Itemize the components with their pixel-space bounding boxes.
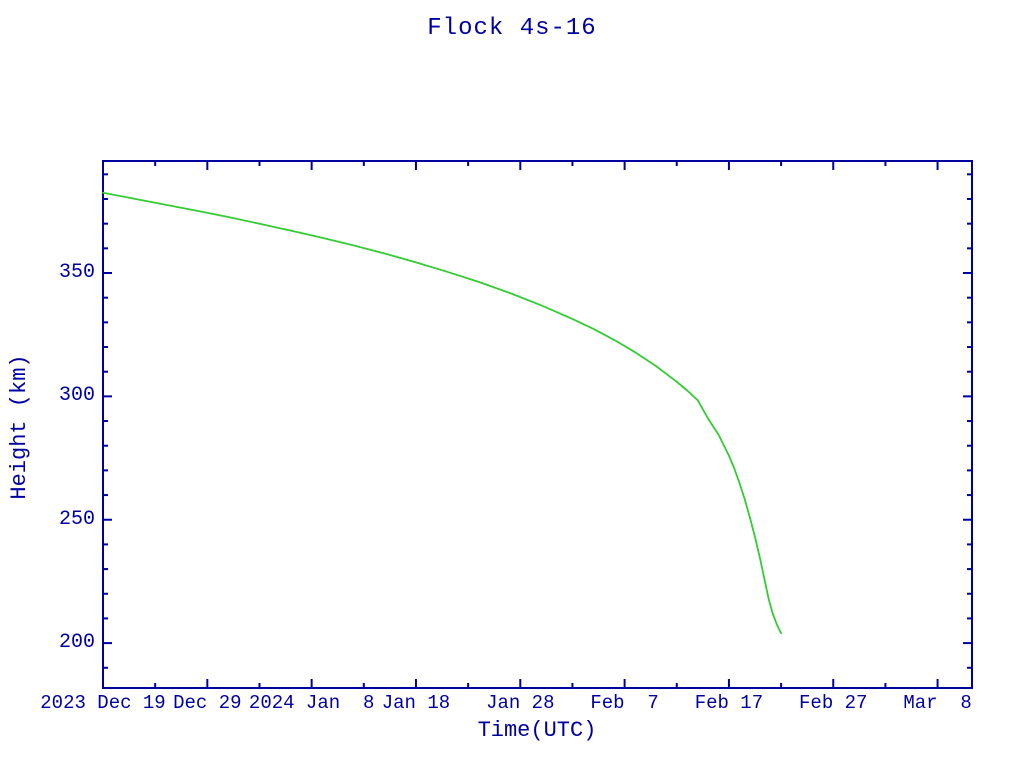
- x-tick-label: 2023 Dec 19: [40, 692, 166, 714]
- x-tick-label: Jan 28: [486, 692, 555, 714]
- x-tick-label: Jan 18: [381, 692, 451, 714]
- x-tick-label: Mar 8: [903, 692, 972, 714]
- y-tick-label: 350: [58, 261, 95, 284]
- x-tick-label: Feb 7: [590, 692, 659, 714]
- x-tick-label: Feb 27: [799, 692, 868, 714]
- chart-title: Flock 4s-16: [427, 15, 597, 42]
- y-tick-label: 300: [58, 384, 95, 408]
- height-curve: [102, 191, 782, 635]
- x-tick-label: 2024 Jan 8: [248, 692, 375, 714]
- y-tick-label: 250: [58, 507, 95, 531]
- x-axis-title: Time(UTC): [477, 718, 597, 743]
- plot-frame: [102, 160, 973, 689]
- y-tick-label: 200: [58, 631, 95, 655]
- x-tick-label: Dec 29: [173, 692, 242, 714]
- x-tick-label: Feb 17: [694, 692, 764, 714]
